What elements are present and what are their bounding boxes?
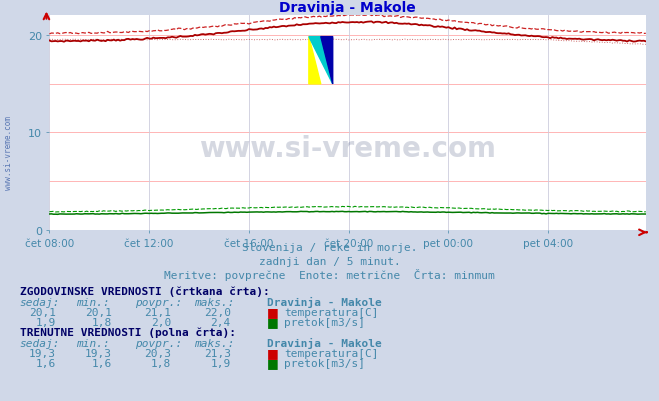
Text: 1,9: 1,9 [36, 318, 56, 328]
Text: pretok[m3/s]: pretok[m3/s] [284, 358, 365, 368]
Polygon shape [309, 38, 321, 85]
Text: ■: ■ [267, 316, 279, 328]
Text: www.si-vreme.com: www.si-vreme.com [199, 135, 496, 163]
Text: Meritve: povprečne  Enote: metrične  Črta: minmum: Meritve: povprečne Enote: metrične Črta:… [164, 269, 495, 281]
Text: 19,3: 19,3 [29, 348, 56, 358]
Text: ■: ■ [267, 356, 279, 369]
Text: Dravinja - Makole: Dravinja - Makole [267, 296, 382, 307]
Text: temperatura[C]: temperatura[C] [284, 308, 378, 318]
Text: ■: ■ [267, 346, 279, 358]
Text: ■: ■ [267, 306, 279, 318]
Polygon shape [321, 38, 333, 85]
Text: sedaj:: sedaj: [20, 297, 60, 307]
Text: 21,1: 21,1 [144, 308, 171, 318]
Text: TRENUTNE VREDNOSTI (polna črta):: TRENUTNE VREDNOSTI (polna črta): [20, 327, 236, 338]
Text: 20,1: 20,1 [29, 308, 56, 318]
Text: Dravinja - Makole: Dravinja - Makole [267, 337, 382, 348]
Text: maks.:: maks.: [194, 297, 235, 307]
Text: temperatura[C]: temperatura[C] [284, 348, 378, 358]
Text: 20,3: 20,3 [144, 348, 171, 358]
Text: 20,1: 20,1 [85, 308, 112, 318]
Text: min.:: min.: [76, 297, 109, 307]
Text: Slovenija / reke in morje.: Slovenija / reke in morje. [242, 243, 417, 253]
Text: 2,4: 2,4 [210, 318, 231, 328]
Text: 1,9: 1,9 [210, 358, 231, 368]
Text: pretok[m3/s]: pretok[m3/s] [284, 318, 365, 328]
Text: 1,8: 1,8 [151, 358, 171, 368]
Text: sedaj:: sedaj: [20, 338, 60, 348]
Text: 19,3: 19,3 [85, 348, 112, 358]
Polygon shape [309, 38, 333, 85]
Text: zadnji dan / 5 minut.: zadnji dan / 5 minut. [258, 257, 401, 267]
Text: ZGODOVINSKE VREDNOSTI (črtkana črta):: ZGODOVINSKE VREDNOSTI (črtkana črta): [20, 286, 270, 297]
Text: 1,6: 1,6 [36, 358, 56, 368]
Text: 22,0: 22,0 [204, 308, 231, 318]
Text: povpr.:: povpr.: [135, 338, 183, 348]
Text: 21,3: 21,3 [204, 348, 231, 358]
Text: povpr.:: povpr.: [135, 297, 183, 307]
Text: 1,8: 1,8 [92, 318, 112, 328]
Text: maks.:: maks.: [194, 338, 235, 348]
Text: www.si-vreme.com: www.si-vreme.com [4, 115, 13, 189]
Title: Dravinja - Makole: Dravinja - Makole [279, 1, 416, 15]
Text: 1,6: 1,6 [92, 358, 112, 368]
Text: min.:: min.: [76, 338, 109, 348]
Text: 2,0: 2,0 [151, 318, 171, 328]
